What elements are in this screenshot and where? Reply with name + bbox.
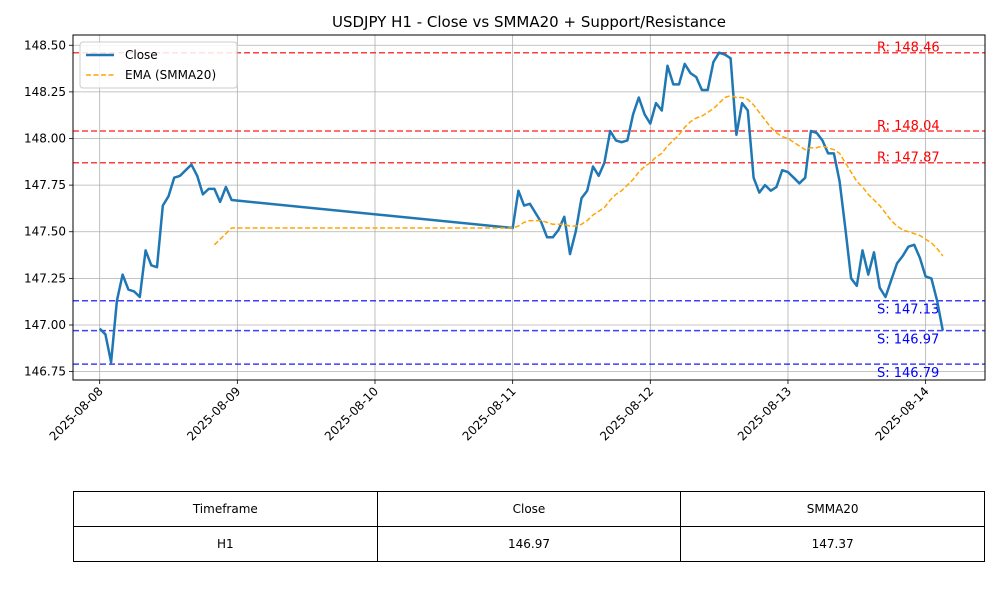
resistance-label: R: 148.46 [877,41,940,56]
x-tick-label: 2025-08-08 [47,384,106,443]
chart-title: USDJPY H1 - Close vs SMMA20 + Support/Re… [332,13,726,31]
x-tick-label: 2025-08-11 [460,384,519,443]
support-label: S: 147.13 [877,303,939,318]
support-resistance-lines: R: 148.46 R: 148.04 R: 147.87 S: 147.13 S: 1… [73,41,985,381]
table-cell: 146.97 [376,526,682,562]
table-header-row: Timeframe Close SMMA20 [73,491,985,527]
support-label: S: 146.97 [877,333,939,348]
table-header-cell: Close [376,491,682,527]
y-tick-label: 148.25 [24,85,66,99]
support-label: S: 146.79 [877,366,939,381]
legend: Close EMA (SMMA20) [79,41,238,89]
y-tick-label: 148.00 [24,132,66,146]
y-tick-label: 147.75 [24,178,66,192]
x-tick-label: 2025-08-13 [735,384,794,443]
table-row: H1 146.97 147.37 [73,526,985,562]
series-lines [98,51,945,364]
grid [73,35,985,380]
x-tick-label: 2025-08-14 [873,384,932,443]
close-series-line [98,51,945,364]
resistance-label: R: 147.87 [877,151,940,166]
legend-label-close: Close [125,48,158,62]
table-header-cell: SMMA20 [680,491,985,527]
y-tick-label: 148.50 [24,38,66,52]
legend-frame [79,41,238,89]
x-tick-label: 2025-08-09 [184,384,243,443]
smma-series-line [213,94,944,257]
x-tick-label: 2025-08-10 [322,384,381,443]
y-tick-label: 146.75 [24,365,66,379]
y-tick-label: 147.25 [24,271,66,285]
table-cell: 147.37 [680,526,985,562]
legend-label-smma: EMA (SMMA20) [125,68,216,82]
summary-table: Timeframe Close SMMA20 H1 146.97 147.37 [73,491,985,562]
x-tick-label: 2025-08-12 [597,384,656,443]
y-tick-label: 147.50 [24,225,66,239]
table-cell: H1 [73,526,378,562]
plot-frame [72,34,986,381]
table-header-cell: Timeframe [73,491,378,527]
resistance-label: R: 148.04 [877,119,940,134]
y-tick-label: 147.00 [24,318,66,332]
